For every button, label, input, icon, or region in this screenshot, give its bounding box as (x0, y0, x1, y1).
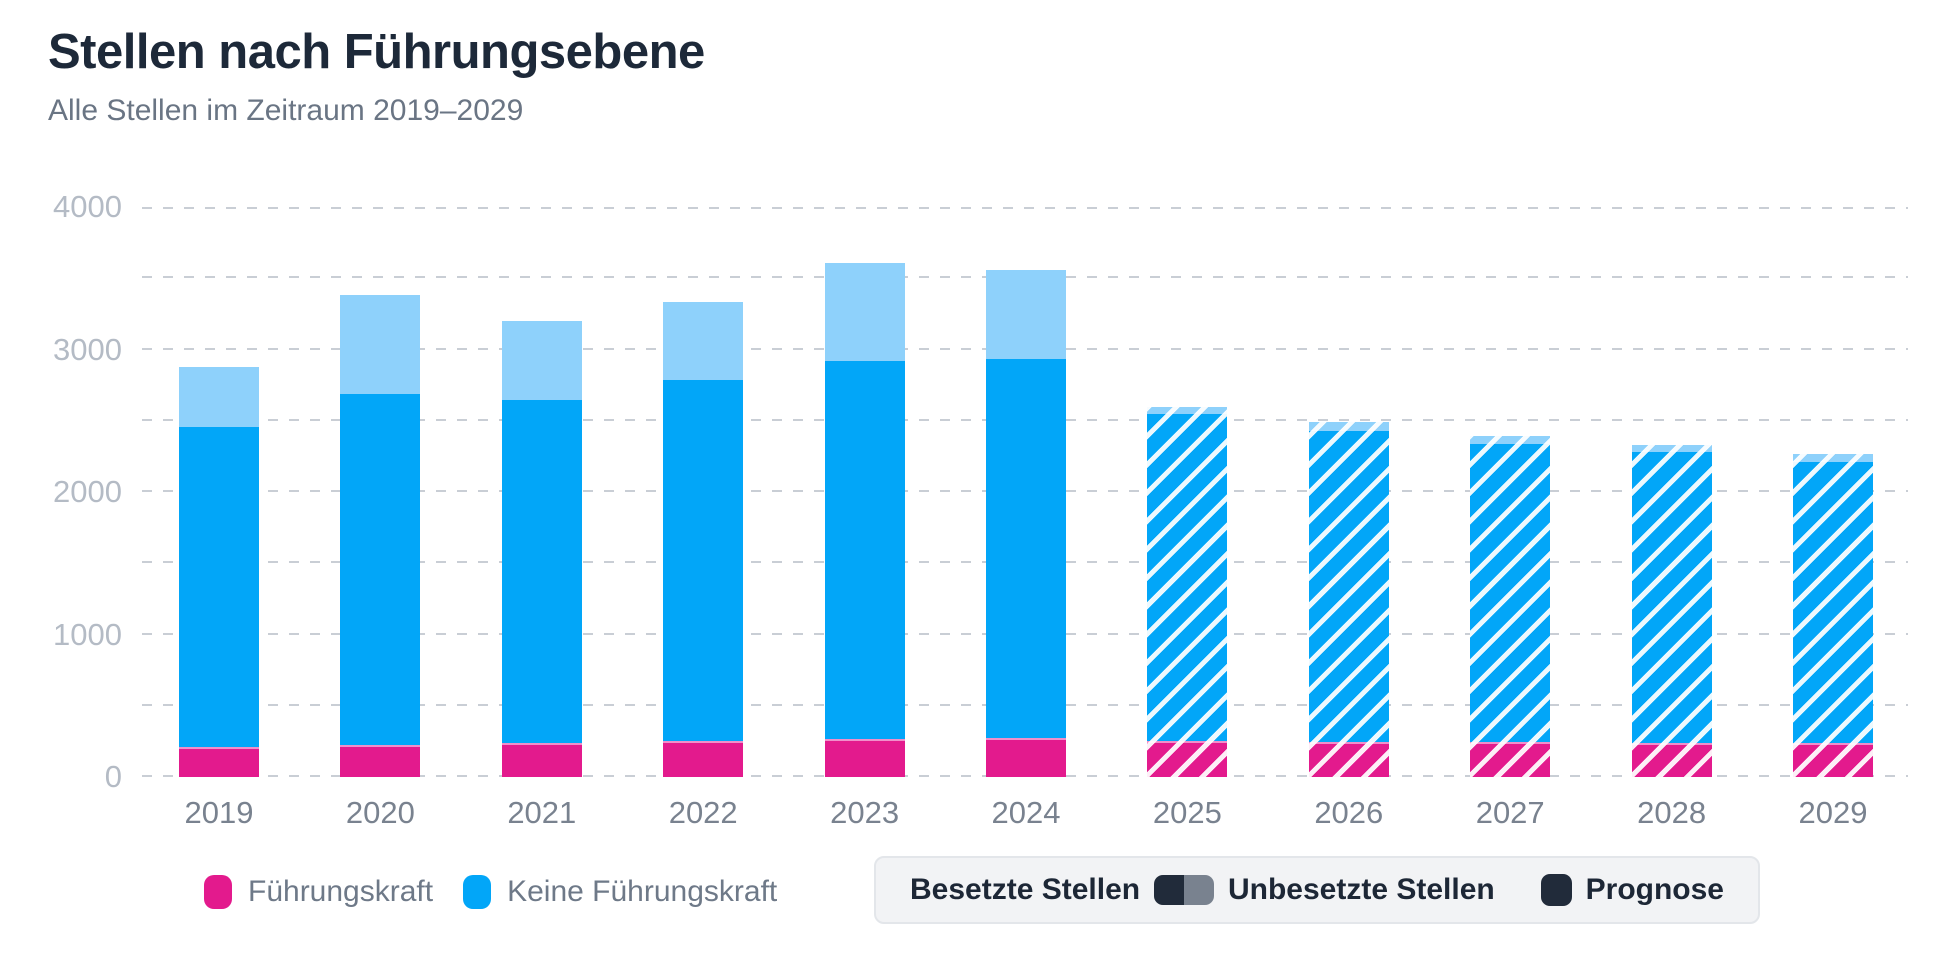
y-tick-2000: 2000 (53, 474, 122, 509)
y-tick-3000: 3000 (53, 331, 122, 367)
bar-2020-segment-leader[interactable] (340, 744, 421, 777)
bar-2024-segment-vacant[interactable] (986, 269, 1066, 359)
bar-2024-segment-leader[interactable] (986, 737, 1066, 777)
bar-2022-segment-staff[interactable] (663, 380, 744, 741)
bar-2020-segment-staff[interactable] (340, 394, 421, 745)
bar-2021-segment-leader[interactable] (501, 742, 582, 777)
forecast-hatch-swatch (1540, 874, 1572, 906)
forecast-hatch-overlay (1470, 435, 1551, 777)
bar-2023-segment-leader[interactable] (824, 739, 905, 777)
bar-2020[interactable] (340, 295, 421, 777)
status-legend-box: Besetzte Stellen Unbesetzte Stellen Prog… (874, 856, 1760, 924)
bar-2023-segment-vacant[interactable] (824, 262, 905, 361)
bar-2019-segment-staff[interactable] (179, 427, 259, 748)
y-tick-1000: 1000 (53, 616, 122, 652)
gridline-4000 (142, 207, 1908, 209)
x-label-2023: 2023 (830, 795, 900, 830)
legend-label: Führungskraft (248, 875, 434, 908)
forecast-hatch-overlay (1631, 444, 1712, 777)
bar-2028[interactable] (1631, 444, 1712, 777)
x-label-2024: 2024 (991, 795, 1061, 830)
x-label-2019: 2019 (184, 795, 254, 830)
bar-2023[interactable] (824, 262, 905, 777)
x-label-2027: 2027 (1475, 795, 1545, 830)
bar-2029[interactable] (1793, 454, 1873, 777)
x-label-2026: 2026 (1314, 795, 1384, 830)
bar-2021[interactable] (501, 321, 582, 777)
bar-2022[interactable] (663, 302, 744, 777)
bar-2022-segment-vacant[interactable] (663, 302, 744, 381)
y-axis: 0 1000 2000 3000 4000 (0, 189, 122, 794)
chart-subtitle: Alle Stellen im Zeitraum 2019–2029 (48, 94, 524, 127)
bar-2020-segment-vacant[interactable] (340, 295, 421, 395)
bar-2021-segment-staff[interactable] (501, 400, 582, 743)
vacant-label: Unbesetzte Stellen (1227, 873, 1495, 906)
x-label-2020: 2020 (345, 795, 415, 830)
x-label-2021: 2021 (507, 795, 577, 830)
x-label-2025: 2025 (1152, 795, 1222, 830)
plot-area (142, 207, 1908, 777)
x-label-2022: 2022 (668, 795, 738, 830)
leader-color-swatch (204, 875, 232, 909)
legend-item-fuehrungskraft[interactable]: Führungskraft (204, 875, 433, 909)
series-legend: Führungskraft Keine Führungskraft (204, 872, 777, 912)
bar-2027[interactable] (1470, 435, 1551, 777)
bar-2021-segment-vacant[interactable] (501, 321, 582, 401)
y-tick-0: 0 (104, 759, 122, 794)
bar-2026[interactable] (1308, 422, 1389, 777)
legend-item-keine-fuehrungskraft[interactable]: Keine Führungskraft (463, 875, 777, 909)
x-label-2028: 2028 (1637, 795, 1707, 830)
staff-color-swatch (463, 875, 492, 909)
occupied-label: Besetzte Stellen (910, 873, 1141, 906)
y-tick-4000: 4000 (53, 189, 122, 224)
bar-2023-segment-staff[interactable] (824, 360, 905, 740)
bar-2025[interactable] (1147, 407, 1228, 777)
occupied-vacant-split-swatch (1154, 875, 1214, 905)
bar-2024[interactable] (986, 269, 1066, 777)
x-label-2029: 2029 (1798, 795, 1868, 830)
forecast-hatch-overlay (1308, 422, 1389, 777)
bar-2019-segment-leader[interactable] (179, 747, 259, 777)
bar-2024-segment-staff[interactable] (986, 358, 1066, 738)
bar-2022-segment-leader[interactable] (663, 740, 744, 777)
chart-title: Stellen nach Führungsebene (48, 25, 705, 79)
bar-2019[interactable] (179, 367, 259, 777)
forecast-hatch-overlay (1147, 407, 1228, 777)
bar-2019-segment-vacant[interactable] (179, 367, 259, 428)
forecast-label: Prognose (1585, 873, 1724, 906)
x-axis: 2019 2020 2021 2022 2023 2024 2025 2026 2027 2028… (142, 794, 1908, 834)
legend-label: Keine Führungskraft (507, 875, 778, 908)
forecast-hatch-overlay (1793, 454, 1873, 777)
